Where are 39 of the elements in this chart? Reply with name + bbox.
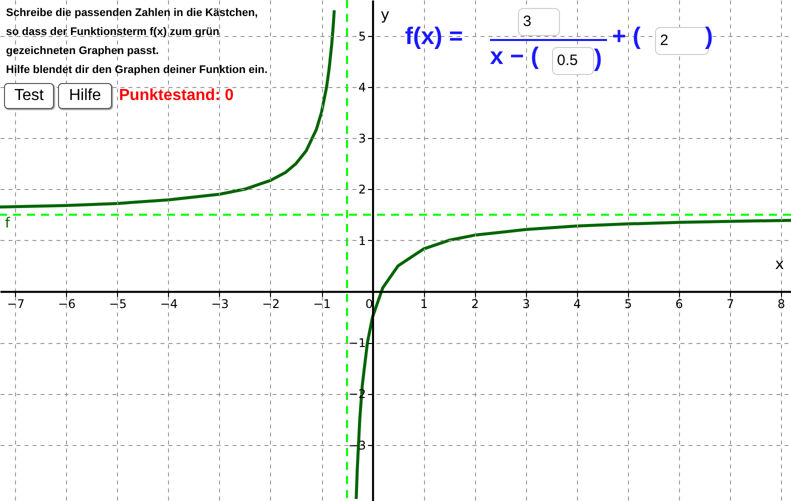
annotation: 0.5 <box>552 47 594 75</box>
y-tick-label: 3 <box>358 132 366 146</box>
x-tick-label: −7 <box>6 296 25 311</box>
annotation: Schreibe die passenden Zahlen in die Kästchen, <box>6 7 258 19</box>
x-tick-label: −3 <box>211 296 229 311</box>
annotation: 2 <box>660 32 668 49</box>
x-tick-label: −4 <box>160 296 178 311</box>
ref-line-label: f <box>5 216 11 232</box>
annotation: Hilfe blendet dir den Graphen deiner Funktion ein. <box>6 64 268 76</box>
annotation: Hilfe <box>58 83 112 109</box>
y-tick-label: 5 <box>358 29 366 44</box>
y-axis-title: y <box>380 6 390 24</box>
y-tick-label: −1 <box>348 336 366 350</box>
y-tick-label: 1 <box>358 234 366 248</box>
annotation: 3 <box>518 8 560 36</box>
x-tick-label: −2 <box>262 296 280 311</box>
x-tick-label: −1 <box>313 296 331 311</box>
annotation: + ( <box>612 23 641 51</box>
x-tick-label: 2 <box>471 296 479 311</box>
annotation: so dass der Funktionsterm f(x) zum grün <box>6 26 220 38</box>
annotation: ) <box>594 45 602 73</box>
annotation: gezeichneten Graphen passt. <box>6 45 159 57</box>
annotation: Punktestand: 0 <box>119 87 234 105</box>
x-tick-label: −6 <box>58 296 76 311</box>
annotation: ) <box>705 23 713 51</box>
x-tick-label: 4 <box>573 296 581 311</box>
annotation: f(x) = <box>405 23 464 51</box>
y-tick-label: 4 <box>358 80 366 94</box>
x-axis-title: x <box>775 254 784 273</box>
x-tick-label: −5 <box>109 296 127 311</box>
annotation: x − ( <box>490 43 539 70</box>
x-tick-label: 5 <box>624 296 632 311</box>
x-tick-label: 7 <box>726 296 734 311</box>
x-tick-label: 6 <box>675 296 684 311</box>
x-tick-label: 1 <box>420 296 428 311</box>
x-tick-label: 8 <box>777 296 786 311</box>
y-tick-label: 2 <box>358 182 366 197</box>
x-tick-label: 3 <box>522 296 530 311</box>
annotation: Test <box>4 83 54 109</box>
